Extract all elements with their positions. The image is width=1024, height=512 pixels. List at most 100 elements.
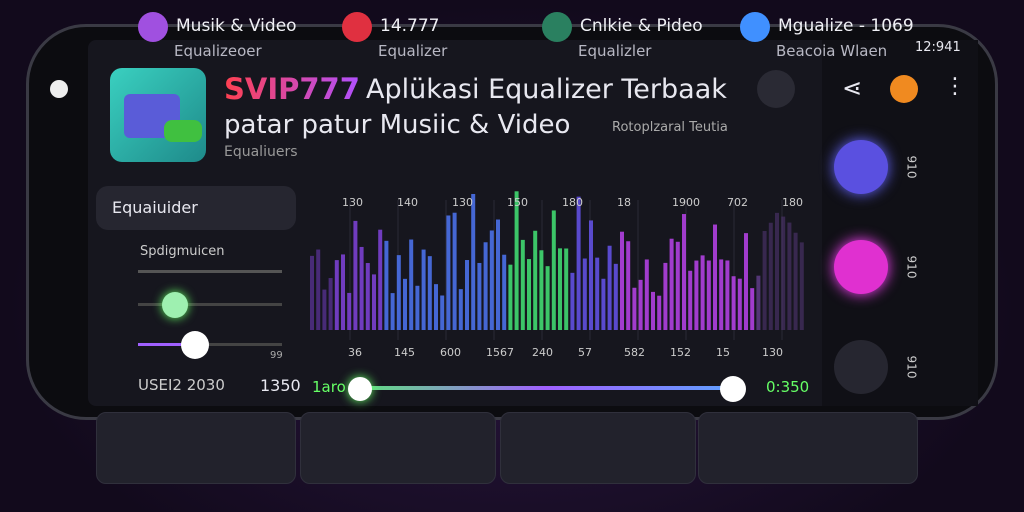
freq-label: 240 <box>532 346 553 359</box>
status-time: 12:941 <box>915 40 961 55</box>
mode-button[interactable] <box>834 240 888 294</box>
spectrum-bar <box>539 250 544 330</box>
freq-label: 600 <box>440 346 461 359</box>
freq-label: 1900 <box>672 196 700 209</box>
spectrum-bar <box>483 242 488 330</box>
spectrum-bar <box>589 220 593 330</box>
spectrum-bar <box>508 264 513 330</box>
slider-track <box>138 343 282 346</box>
spectrum-bar <box>434 284 438 330</box>
spectrum-bar <box>558 248 562 330</box>
slider-knob[interactable] <box>181 331 209 359</box>
freq-label: 130 <box>452 196 473 209</box>
freq-label: 152 <box>670 346 691 359</box>
spectrum-bar <box>638 279 643 330</box>
spectrum-bar <box>750 288 755 330</box>
slider-track <box>138 270 282 273</box>
spectrum-bar <box>403 278 407 330</box>
spectrum-bar <box>409 239 414 330</box>
spectrum-bar <box>378 229 383 330</box>
spectrum-bar <box>316 249 321 330</box>
spectrum-bar <box>768 222 773 330</box>
spectrum-bar <box>421 249 426 330</box>
freq-label: 130 <box>762 346 783 359</box>
brand: SVIP777 <box>224 72 360 106</box>
playback-time: 1350 <box>260 376 301 395</box>
spectrum-bar <box>799 242 804 330</box>
spectrum-bar <box>564 248 569 330</box>
card-icon <box>138 12 168 42</box>
settings-button[interactable] <box>757 70 795 108</box>
card-icon <box>342 12 372 42</box>
spectrum-bar <box>737 278 742 330</box>
share-button[interactable]: ⋖ <box>842 74 863 102</box>
card[interactable] <box>96 412 296 484</box>
spectrum-bar <box>688 270 693 330</box>
spectrum-bar <box>427 256 432 330</box>
spectrum-bar <box>347 292 352 330</box>
app-category: Equaliuers <box>224 144 298 160</box>
spectrum-bar <box>601 278 606 330</box>
spectrum-bar <box>545 266 550 330</box>
side-label: 910 <box>904 255 919 279</box>
freq-label: 582 <box>624 346 645 359</box>
playback-label: USEI2 2030 <box>138 376 225 394</box>
spectrum-bar <box>458 289 463 330</box>
seek-knob[interactable] <box>720 376 746 402</box>
spectrum-bar <box>353 220 358 330</box>
mode-button[interactable] <box>834 340 888 394</box>
spectrum-bar <box>372 274 376 330</box>
card[interactable] <box>300 412 496 484</box>
slider-knob[interactable] <box>162 292 188 318</box>
spectrum-bar <box>725 260 730 330</box>
card-icon <box>740 12 770 42</box>
spectrum-bar <box>744 233 748 330</box>
spectrum-bar <box>793 232 798 330</box>
spectrum <box>310 191 804 340</box>
spectrum-bar <box>533 230 538 330</box>
app-subtitle: patar patur Musiic & Video <box>224 110 571 140</box>
spectrum-bar <box>700 255 705 330</box>
menu-label: Equaiuider <box>112 198 198 217</box>
spectrum-bar <box>502 254 507 330</box>
spectrum-bar <box>731 276 736 330</box>
profile-button[interactable] <box>890 75 918 103</box>
spectrum-bar <box>663 262 668 330</box>
spectrum-bar <box>341 254 345 330</box>
seek-bar[interactable] <box>360 386 732 390</box>
freq-label: 702 <box>727 196 748 209</box>
card-subtitle: Equalizler <box>578 42 652 60</box>
spectrum-bar <box>446 215 451 330</box>
spectrum-bar <box>582 258 587 330</box>
spectrum-bar <box>570 272 575 330</box>
card-icon <box>542 12 572 42</box>
menu-button[interactable]: ⋮ <box>944 74 966 99</box>
spectrum-bar <box>514 191 519 330</box>
spectrum-bar <box>328 278 333 330</box>
card-title: Mgualize - 1069 <box>778 16 914 36</box>
slider-track <box>138 303 282 306</box>
spectrum-bar <box>632 287 637 330</box>
freq-label: 130 <box>342 196 363 209</box>
mode-button[interactable] <box>834 140 888 194</box>
freq-label: 15 <box>716 346 730 359</box>
spectrum-bar <box>644 259 649 330</box>
card-title: Musik & Video <box>176 16 297 36</box>
card[interactable] <box>698 412 918 484</box>
spectrum-bar <box>527 259 531 330</box>
card-subtitle: Beacoia Wlaen <box>776 42 888 60</box>
freq-label: 18 <box>617 196 631 209</box>
app-icon <box>110 68 206 162</box>
spectrum-bar <box>576 196 581 330</box>
spectrum-bar <box>471 193 476 330</box>
card-title: Cnlkie & Pideo <box>580 16 703 36</box>
card[interactable] <box>500 412 696 484</box>
spectrum-bar <box>651 291 655 330</box>
spectrum-bar <box>607 245 612 330</box>
freq-label: 57 <box>578 346 592 359</box>
menu-item[interactable] <box>96 186 296 230</box>
spectrum-bar <box>762 231 767 330</box>
spectrum-bar <box>675 241 680 330</box>
seek-knob[interactable] <box>348 377 372 401</box>
